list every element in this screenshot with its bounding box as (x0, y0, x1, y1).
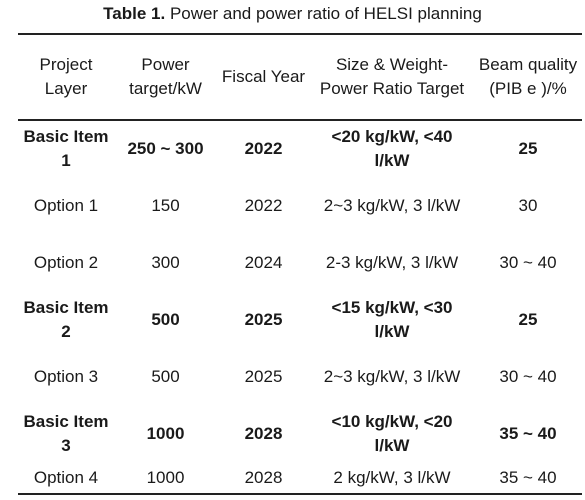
table-row: Option 2 300 2024 2-3 kg/kW, 3 l/kW 30 ~… (18, 234, 582, 291)
header-power-target: Power target/kW (114, 33, 217, 121)
table-caption-text: Power and power ratio of HELSI planning (169, 4, 482, 23)
header-fiscal-year: Fiscal Year (217, 33, 310, 121)
cell-power-target: 1000 (146, 423, 185, 443)
cell-fiscal-year: 2025 (244, 309, 283, 329)
cell-size-weight-ratio: <15 kg/kW, <30 l/kW (331, 297, 453, 341)
cell-size-weight-ratio: <20 kg/kW, <40 l/kW (331, 127, 453, 170)
cell-size-weight-ratio: 2~3 kg/kW, 3 l/kW (323, 366, 461, 386)
cell-project-layer: Option 3 (33, 366, 99, 386)
table-row: Basic Item 2 500 2025 <15 kg/kW, <30 l/k… (18, 291, 582, 348)
cell-beam-quality: 30 ~ 40 (499, 366, 557, 386)
table-row: Option 3 500 2025 2~3 kg/kW, 3 l/kW 30 ~… (18, 348, 582, 405)
table-row: Option 4 1000 2028 2 kg/kW, 3 l/kW 35 ~ … (18, 462, 582, 495)
cell-beam-quality: 35 ~ 40 (499, 423, 557, 443)
cell-fiscal-year: 2028 (244, 423, 283, 443)
table-row: Basic Item 3 1000 2028 <10 kg/kW, <20 l/… (18, 405, 582, 462)
cell-fiscal-year: 2024 (244, 252, 283, 272)
header-project-layer: Project Layer (18, 33, 114, 121)
cell-power-target: 500 (151, 366, 180, 386)
cell-size-weight-ratio: 2~3 kg/kW, 3 l/kW (323, 195, 461, 215)
cell-size-weight-ratio: 2-3 kg/kW, 3 l/kW (325, 252, 459, 272)
table-row: Option 1 150 2022 2~3 kg/kW, 3 l/kW 30 (18, 177, 582, 234)
cell-size-weight-ratio: <10 kg/kW, <20 l/kW (331, 411, 453, 455)
cell-project-layer: Basic Item 1 (23, 127, 109, 170)
cell-power-target: 250 ~ 300 (127, 139, 204, 158)
cell-project-layer: Basic Item 3 (23, 411, 109, 455)
cell-fiscal-year: 2022 (244, 139, 283, 158)
cell-beam-quality: 25 (518, 139, 538, 158)
cell-beam-quality: 30 ~ 40 (499, 252, 557, 272)
cell-project-layer: Basic Item 2 (23, 297, 109, 341)
cell-beam-quality: 30 (518, 195, 538, 215)
table-header-row: Project Layer Power target/kW Fiscal Yea… (18, 33, 582, 121)
table-row: Basic Item 1 250 ~ 300 2022 <20 kg/kW, <… (18, 120, 582, 177)
table-caption-label: Table 1. (103, 4, 166, 23)
table-caption: Table 1. Power and power ratio of HELSI … (0, 4, 585, 24)
header-size-weight-ratio: Size & Weight-Power Ratio Target (310, 33, 474, 121)
cell-beam-quality: 25 (518, 309, 538, 329)
helsi-planning-table: Project Layer Power target/kW Fiscal Yea… (18, 33, 582, 495)
cell-beam-quality: 35 ~ 40 (474, 462, 582, 495)
header-beam-quality: Beam quality (PIB e )/% (474, 33, 582, 121)
cell-size-weight-ratio: 2 kg/kW, 3 l/kW (310, 462, 474, 495)
cell-project-layer: Option 4 (18, 462, 114, 495)
cell-fiscal-year: 2025 (244, 366, 283, 386)
cell-power-target: 300 (151, 252, 180, 272)
cell-power-target: 500 (151, 309, 180, 329)
cell-project-layer: Option 1 (33, 195, 99, 215)
cell-power-target: 1000 (114, 462, 217, 495)
cell-project-layer: Option 2 (33, 252, 99, 272)
cell-fiscal-year: 2022 (244, 195, 283, 215)
cell-power-target: 150 (151, 195, 180, 215)
cell-fiscal-year: 2028 (217, 462, 310, 495)
